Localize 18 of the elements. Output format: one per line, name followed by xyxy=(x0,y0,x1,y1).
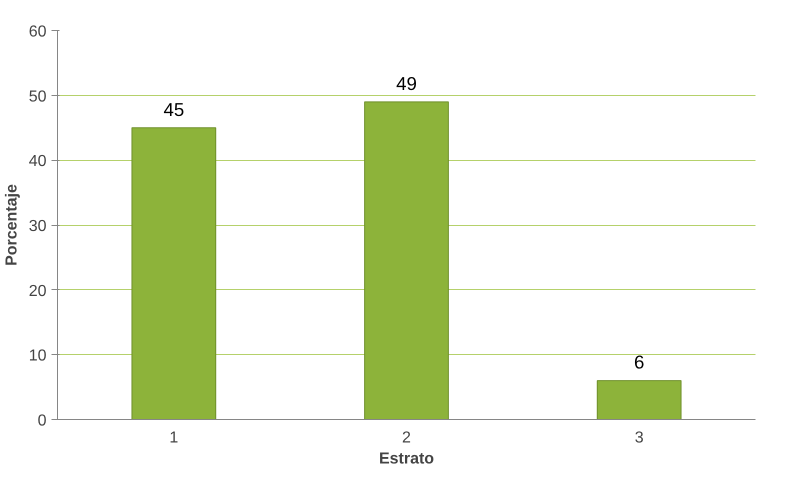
y-tick-label: 40 xyxy=(28,153,47,170)
y-tick-label: 0 xyxy=(38,412,47,430)
data-label: 45 xyxy=(163,98,184,120)
x-tick-label: 2 xyxy=(402,430,412,446)
data-label: 49 xyxy=(396,72,417,94)
y-tick-label: 20 xyxy=(28,282,47,300)
y-tick-label: 50 xyxy=(28,88,47,106)
x-tick-label: 3 xyxy=(634,430,644,446)
bar xyxy=(131,127,216,420)
x-tick-label: 1 xyxy=(169,430,178,446)
y-tick-label: 60 xyxy=(28,24,47,40)
y-tick-label: 30 xyxy=(28,218,47,235)
data-label: 6 xyxy=(634,352,644,373)
y-axis-title: Porcentaje xyxy=(4,184,21,266)
bar xyxy=(596,380,682,420)
bar xyxy=(364,101,449,420)
y-tick-label: 10 xyxy=(28,348,47,365)
x-axis-title: Estrato xyxy=(378,450,434,468)
